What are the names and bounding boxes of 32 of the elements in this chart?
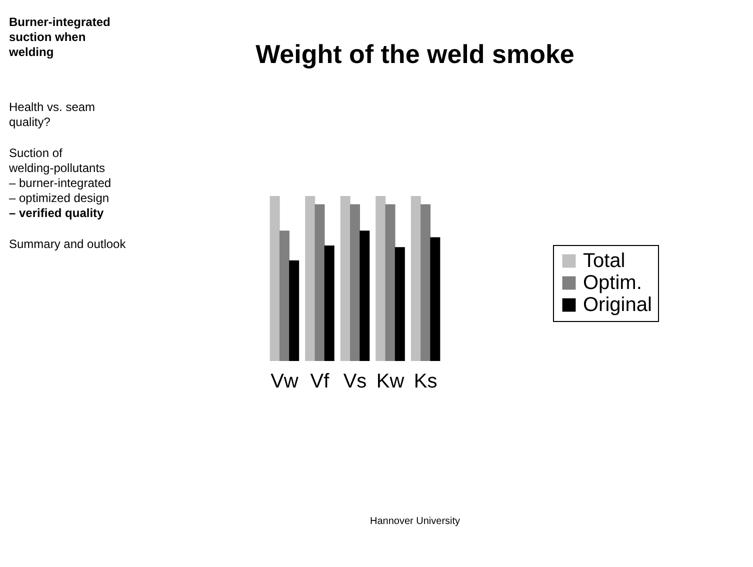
bar bbox=[289, 260, 300, 361]
bar bbox=[376, 196, 386, 361]
x-tick-label: Kw bbox=[376, 370, 405, 392]
text: Health vs. seam quality? bbox=[9, 100, 96, 129]
bar bbox=[324, 246, 334, 361]
bar bbox=[360, 230, 370, 361]
bar bbox=[385, 204, 396, 361]
bar bbox=[350, 204, 360, 361]
bar bbox=[314, 204, 325, 361]
bar bbox=[410, 196, 421, 361]
legend-label: Original bbox=[583, 294, 652, 316]
bar bbox=[279, 230, 290, 361]
x-tick-label: Vw bbox=[270, 370, 299, 392]
text: Suction of welding-pollutants bbox=[8, 146, 106, 175]
text: – optimized design bbox=[9, 191, 110, 205]
bar bbox=[305, 196, 316, 361]
legend-label: Total bbox=[583, 250, 626, 272]
bar bbox=[340, 196, 350, 361]
legend-label: Optim. bbox=[583, 272, 642, 294]
text: Hannover University bbox=[370, 516, 460, 527]
bar bbox=[394, 247, 405, 361]
bar bbox=[420, 204, 431, 361]
bar bbox=[270, 196, 280, 361]
x-tick-label: Vf bbox=[310, 370, 330, 392]
text: – burner-integrated bbox=[9, 176, 112, 190]
text: Burner-integrated suction when welding bbox=[8, 15, 110, 59]
text: – verified quality bbox=[9, 206, 104, 220]
x-tick-label: Ks bbox=[414, 370, 438, 392]
chart-title: Weight of the weld smoke bbox=[256, 39, 574, 69]
bar bbox=[430, 237, 440, 361]
x-tick-label: Vs bbox=[343, 370, 367, 392]
text: Summary and outlook bbox=[9, 237, 127, 251]
